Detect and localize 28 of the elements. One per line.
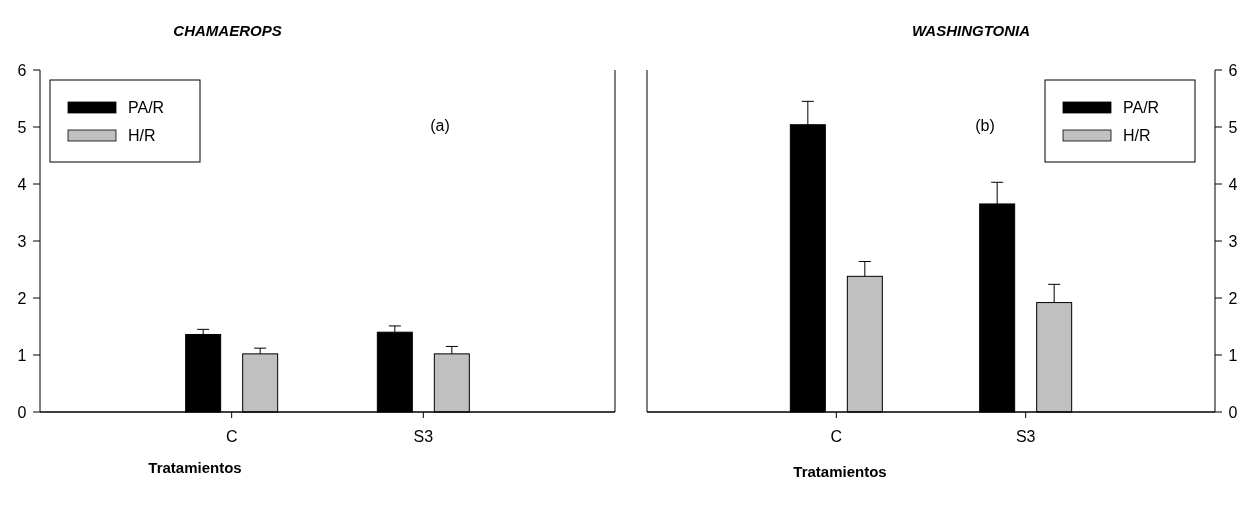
y-tick-label: 1 xyxy=(17,347,27,364)
legend-label: H/R xyxy=(128,127,156,144)
y-tick-label: 0 xyxy=(1228,404,1238,421)
y-tick-label: 0 xyxy=(17,404,27,421)
chart-title: WASHINGTONIA xyxy=(911,22,1031,39)
y-tick-label: 5 xyxy=(17,119,27,136)
legend-label: H/R xyxy=(1123,127,1151,144)
y-tick-label: 3 xyxy=(17,233,27,250)
x-tick-label: S3 xyxy=(413,428,434,445)
y-tick-label: 2 xyxy=(17,290,27,307)
y-tick-label: 3 xyxy=(1228,233,1238,250)
y-tick-label: 5 xyxy=(1228,119,1238,136)
x-tick-label: C xyxy=(830,428,843,445)
y-tick-label: 1 xyxy=(1228,347,1238,364)
x-axis-title: Tratamientos xyxy=(793,463,887,480)
x-axis-title: Tratamientos xyxy=(148,459,242,476)
x-tick-label: C xyxy=(225,428,238,445)
y-tick-label: 6 xyxy=(1228,62,1238,79)
y-tick-label: 2 xyxy=(1228,290,1238,307)
y-tick-label: 4 xyxy=(17,176,27,193)
y-tick-label: 6 xyxy=(17,62,27,79)
x-tick-label: S3 xyxy=(1015,428,1036,445)
legend-label: PA/R xyxy=(128,99,165,116)
chart-title: CHAMAEROPS xyxy=(173,22,282,39)
legend-label: PA/R xyxy=(1123,99,1160,116)
y-tick-label: 4 xyxy=(1228,176,1238,193)
annotation: (b) xyxy=(975,117,995,134)
annotation: (a) xyxy=(430,117,450,134)
